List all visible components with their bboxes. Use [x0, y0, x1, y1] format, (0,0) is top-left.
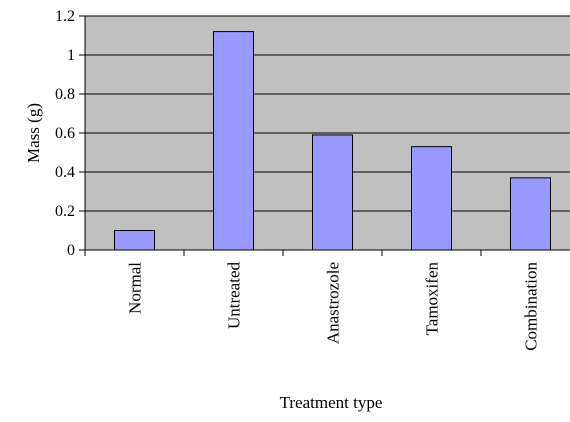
x-tick-label: Untreated: [225, 262, 244, 330]
y-tick-label: 0.2: [55, 203, 75, 220]
y-tick-labels: 0 0.2 0.4 0.6 0.8 1 1.2: [55, 8, 75, 259]
bar-combination: [510, 177, 551, 251]
y-axis-label: Mass (g): [24, 103, 43, 163]
x-tick-labels: Normal Untreated Anastrozole Tamoxifen Combi…: [126, 262, 541, 351]
bar-anastrozole: [312, 134, 353, 251]
x-axis-label: Treatment type: [280, 393, 383, 412]
axes: [79, 15, 570, 256]
y-tick-label: 1.2: [55, 8, 75, 25]
y-tick-label: 0.4: [55, 164, 75, 181]
bars: [114, 31, 551, 251]
y-tick-label: 0.8: [55, 86, 75, 103]
x-tick-label: Combination: [522, 262, 541, 351]
bar-tamoxifen: [411, 146, 452, 251]
bar-normal: [114, 230, 155, 251]
x-tick-label: Tamoxifen: [423, 262, 442, 336]
y-tick-label: 0.6: [55, 125, 75, 142]
x-tick-label: Normal: [126, 262, 145, 314]
x-tick-label: Anastrozole: [324, 262, 343, 344]
y-tick-label: 0: [67, 242, 75, 259]
bar-untreated: [213, 31, 254, 251]
y-tick-label: 1: [67, 47, 75, 64]
